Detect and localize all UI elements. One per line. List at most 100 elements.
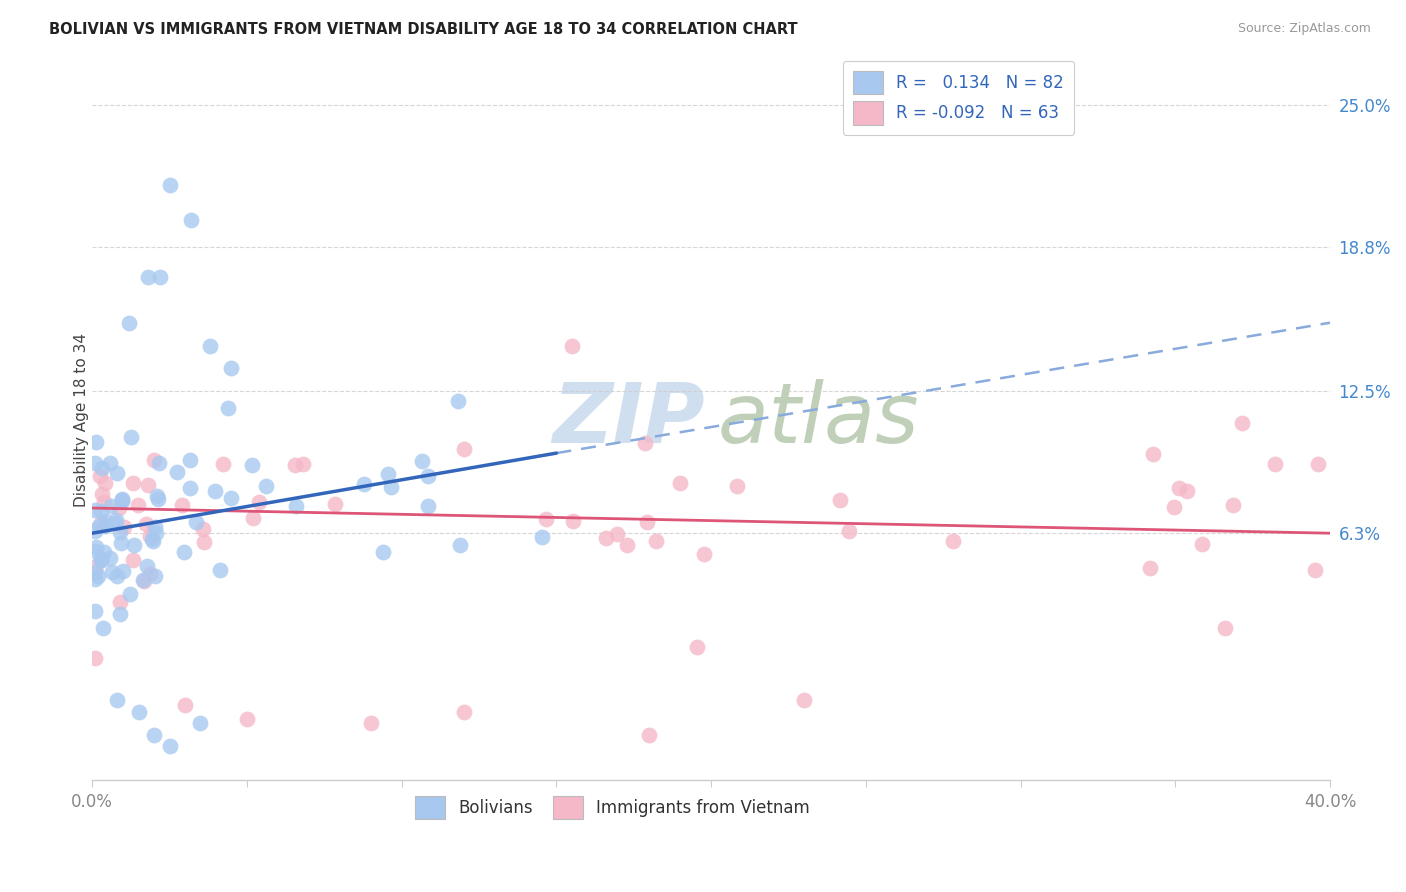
Point [91, 461, 114, 475]
Point [149, 269, 172, 284]
Point [110, 536, 132, 550]
Point [292, 457, 315, 471]
Point [1167, 481, 1189, 495]
Point [136, 477, 159, 491]
Point [136, 269, 159, 284]
Point [209, 563, 232, 577]
Point [89, 516, 111, 530]
Point [204, 483, 226, 498]
Point [179, 481, 201, 495]
Point [90, 487, 112, 501]
Point [170, 498, 193, 512]
Point [1139, 561, 1161, 575]
Point [134, 574, 156, 588]
Point [98, 456, 121, 470]
Point [198, 338, 221, 352]
Point [212, 457, 235, 471]
Point [118, 316, 141, 330]
Point [530, 529, 553, 543]
Point [98, 551, 121, 566]
Point [105, 466, 128, 480]
Point [91, 621, 114, 635]
Point [101, 565, 124, 579]
Point [90, 553, 112, 567]
Point [166, 465, 188, 479]
Point [105, 693, 128, 707]
Text: BOLIVIAN VS IMMIGRANTS FROM VIETNAM DISABILITY AGE 18 TO 34 CORRELATION CHART: BOLIVIAN VS IMMIGRANTS FROM VIETNAM DISA… [49, 22, 797, 37]
Point [1264, 457, 1286, 471]
Point [90, 504, 112, 518]
Point [127, 498, 149, 512]
Point [84, 543, 107, 558]
Point [120, 430, 142, 444]
Point [411, 453, 433, 467]
Point [1222, 498, 1244, 512]
Point [111, 492, 134, 507]
Point [242, 458, 264, 472]
Point [93, 544, 115, 558]
Point [148, 456, 170, 470]
Point [143, 727, 166, 741]
Point [84, 572, 107, 586]
Point [179, 452, 201, 467]
Point [142, 453, 165, 467]
Point [725, 479, 748, 493]
Point [686, 640, 709, 654]
Y-axis label: Disability Age 18 to 34: Disability Age 18 to 34 [73, 333, 89, 507]
Point [122, 538, 145, 552]
Point [84, 559, 107, 574]
Point [416, 499, 439, 513]
Point [562, 515, 585, 529]
Point [143, 519, 166, 533]
Point [353, 477, 375, 491]
Point [87, 568, 110, 582]
Point [193, 534, 215, 549]
Point [219, 491, 242, 505]
Point [285, 500, 308, 514]
Point [159, 178, 181, 193]
Point [561, 338, 583, 352]
Point [84, 651, 107, 665]
Point [84, 524, 107, 538]
Point [108, 500, 131, 515]
Point [108, 524, 131, 539]
Point [145, 526, 167, 541]
Point [94, 514, 117, 528]
Point [693, 547, 716, 561]
Point [830, 492, 852, 507]
Point [108, 607, 131, 622]
Point [942, 534, 965, 549]
Point [139, 567, 162, 582]
Point [143, 569, 166, 583]
Point [87, 519, 110, 533]
Point [84, 604, 107, 618]
Point [111, 494, 134, 508]
Point [416, 468, 439, 483]
Point [449, 538, 471, 552]
Text: Source: ZipAtlas.com: Source: ZipAtlas.com [1237, 22, 1371, 36]
Point [128, 705, 150, 719]
Point [633, 436, 655, 450]
Point [793, 693, 815, 707]
Point [1191, 537, 1213, 551]
Point [135, 517, 157, 532]
Point [360, 716, 382, 731]
Point [254, 479, 277, 493]
Point [606, 527, 628, 541]
Point [616, 538, 638, 552]
Point [284, 458, 307, 472]
Point [139, 528, 162, 542]
Point [104, 516, 127, 531]
Point [447, 394, 470, 409]
Point [1175, 484, 1198, 499]
Point [100, 500, 122, 514]
Point [146, 492, 169, 507]
Point [105, 513, 128, 527]
Point [380, 480, 402, 494]
Point [159, 739, 181, 753]
Point [373, 545, 395, 559]
Legend: Bolivians, Immigrants from Vietnam: Bolivians, Immigrants from Vietnam [408, 789, 817, 826]
Point [1163, 500, 1185, 514]
Point [89, 468, 111, 483]
Point [595, 531, 617, 545]
